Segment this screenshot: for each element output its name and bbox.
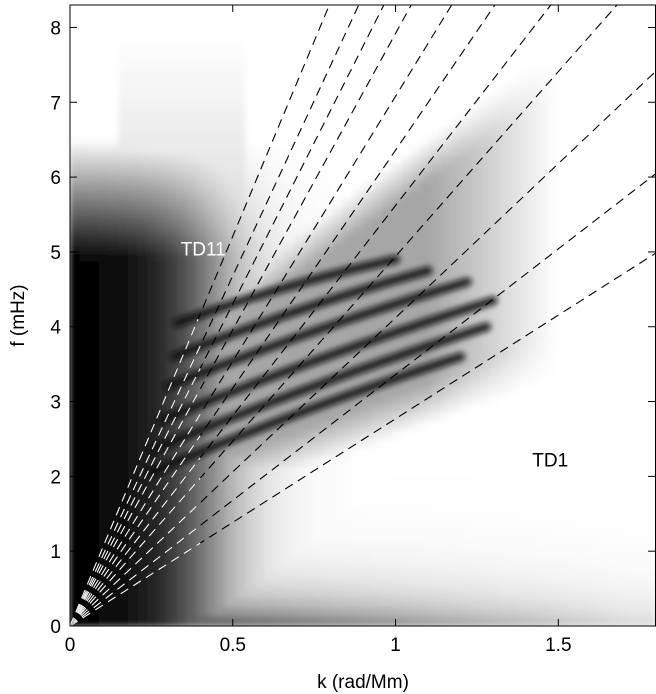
ridge-1 xyxy=(146,322,492,455)
dashed-line-black-4 xyxy=(70,5,552,626)
y-tick-label: 8 xyxy=(50,18,61,39)
ridge-5 xyxy=(172,254,401,328)
heatmap-background xyxy=(70,5,656,626)
dashed-line-black-8 xyxy=(70,5,385,626)
dashed-line-white-3 xyxy=(70,477,201,626)
annotation-td1: TD1 xyxy=(532,451,568,472)
dashed-line-white-7 xyxy=(70,388,201,626)
y-tick-label: 7 xyxy=(50,93,61,114)
ridge-2 xyxy=(156,296,498,425)
x-tick-label: 1.5 xyxy=(545,635,571,656)
dashed-line-white-10 xyxy=(70,319,199,626)
y-tick-label: 3 xyxy=(50,393,61,414)
ridge-4 xyxy=(169,266,433,362)
dashed-line-white-5 xyxy=(70,435,201,626)
y-tick-label: 1 xyxy=(50,542,61,563)
x-tick-label: 1 xyxy=(390,635,401,656)
dashed-line-black-9 xyxy=(70,5,360,626)
annotation-td11: TD11 xyxy=(181,240,226,261)
y-tick-label: 5 xyxy=(50,243,61,264)
x-tick-label: 0.5 xyxy=(220,635,246,656)
dashed-line-white-4 xyxy=(70,457,201,626)
dashed-line-black-7 xyxy=(70,5,412,626)
y-tick-label: 4 xyxy=(50,318,61,339)
dashed-line-white-6 xyxy=(70,413,201,626)
y-tick-label: 6 xyxy=(50,168,61,189)
x-ticks: 0 0.5 1 1.5 xyxy=(65,5,572,656)
dashed-line-white-9 xyxy=(70,345,201,626)
dashed-line-white-0 xyxy=(70,542,201,626)
x-tick-label: 0 xyxy=(65,635,76,656)
y-tick-label: 2 xyxy=(50,467,61,488)
dashed-line-white-8 xyxy=(70,368,201,626)
y-tick-label: 0 xyxy=(50,617,61,638)
ridge-3 xyxy=(163,277,472,392)
x-axis-label: k (rad/Mm) xyxy=(317,672,409,693)
y-axis-label: f (mHz) xyxy=(8,284,29,346)
dashed-line-black-0 xyxy=(70,252,656,626)
ridge-0 xyxy=(146,352,466,478)
plot-area xyxy=(70,5,656,626)
y-ticks: 0 1 2 3 4 5 6 7 8 xyxy=(50,18,655,638)
dashed-line-white-1 xyxy=(70,525,201,626)
